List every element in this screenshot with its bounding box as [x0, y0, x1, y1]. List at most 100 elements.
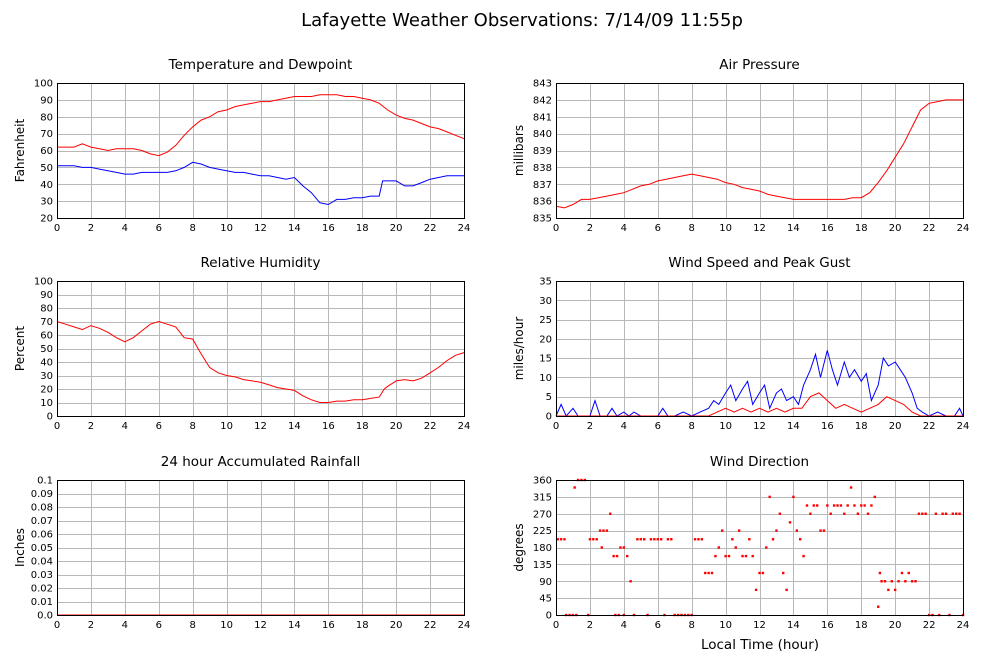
y-axis-label: Fahrenheit	[13, 118, 27, 182]
x-tick-label: 10	[220, 421, 233, 432]
y-tick-label: 80	[40, 304, 53, 315]
y-tick-label: 0.06	[31, 530, 53, 541]
x-tick-label: 4	[122, 223, 128, 234]
y-tick-label: 60	[40, 146, 53, 157]
y-tick-label: 0.0	[37, 611, 53, 622]
data-point	[944, 512, 948, 515]
y-axis-label: degrees	[512, 523, 526, 571]
data-point	[910, 580, 914, 583]
data-point	[900, 571, 904, 575]
data-point	[748, 538, 751, 541]
data-point	[921, 512, 924, 515]
data-point	[598, 529, 602, 532]
y-tick-label: 0.03	[31, 570, 53, 581]
data-point	[741, 554, 744, 558]
x-tick-label: 2	[88, 421, 94, 432]
x-tick-label: 14	[288, 620, 301, 631]
x-tick-label: 24	[458, 421, 471, 432]
data-point	[860, 504, 863, 507]
x-tick-label: 16	[322, 620, 335, 631]
series-line-1	[57, 161, 464, 206]
series-line-0	[56, 320, 465, 403]
data-point	[731, 538, 734, 541]
x-tick-label: 12	[753, 421, 766, 432]
data-point	[714, 554, 717, 558]
x-tick-label: 0	[553, 620, 559, 631]
y-tick-label: 0.08	[31, 503, 53, 514]
x-tick-label: 6	[156, 421, 162, 432]
data-point	[707, 571, 710, 575]
data-point	[788, 521, 792, 524]
y-tick-label: 0.07	[31, 516, 53, 527]
data-point	[951, 512, 955, 515]
data-point	[659, 538, 663, 541]
data-point	[649, 538, 653, 541]
x-tick-label: 4	[621, 421, 627, 432]
y-tick-label: 0.02	[31, 584, 53, 595]
y-tick-label: 30	[40, 371, 53, 382]
data-point	[600, 546, 603, 549]
data-point	[573, 486, 576, 489]
data-point	[563, 538, 566, 541]
x-tick-label: 14	[288, 223, 301, 234]
y-tick-label: 838	[533, 163, 552, 174]
x-tick-label: 22	[424, 421, 437, 432]
y-tick-label: 837	[533, 180, 552, 191]
plot-frame	[57, 480, 465, 616]
plot-frame	[556, 83, 964, 219]
data-point	[724, 554, 727, 558]
chart-title: Temperature and Dewpoint	[168, 57, 353, 73]
data-point	[846, 504, 849, 507]
data-point	[771, 538, 775, 541]
x-tick-label: 22	[923, 421, 936, 432]
x-tick-label: 6	[156, 223, 162, 234]
data-point	[612, 554, 615, 558]
y-tick-label: 0.1	[37, 476, 53, 487]
x-tick-label: 6	[156, 620, 162, 631]
data-point	[802, 554, 805, 558]
x-tick-label: 0	[553, 421, 559, 432]
data-point	[636, 538, 639, 541]
y-tick-label: 40	[40, 358, 53, 369]
x-tick-label: 22	[424, 620, 437, 631]
x-tick-label: 10	[220, 223, 233, 234]
y-tick-label: 225	[533, 526, 552, 537]
x-tick-label: 20	[390, 620, 403, 631]
y-tick-label: 840	[533, 129, 552, 140]
x-tick-label: 16	[821, 223, 834, 234]
x-tick-label: 8	[688, 421, 694, 432]
data-point	[605, 529, 609, 532]
x-tick-label: 24	[957, 223, 970, 234]
y-axis-label: millibars	[512, 125, 526, 176]
y-tick-label: 315	[533, 492, 552, 503]
x-tick-label: 8	[688, 620, 694, 631]
data-point	[826, 504, 829, 507]
x-tick-label: 4	[621, 620, 627, 631]
y-tick-label: 70	[40, 317, 53, 328]
y-tick-label: 100	[34, 79, 53, 90]
x-tick-label: 2	[88, 223, 94, 234]
y-tick-label: 836	[533, 197, 552, 208]
data-point	[880, 580, 883, 583]
x-tick-label: 10	[719, 620, 732, 631]
y-tick-label: 20	[40, 214, 53, 225]
y-tick-label: 80	[40, 112, 53, 123]
x-tick-label: 24	[957, 421, 970, 432]
data-point	[700, 538, 704, 541]
x-tick-label: 2	[587, 620, 593, 631]
x-tick-label: 20	[390, 421, 403, 432]
x-tick-label: 8	[688, 223, 694, 234]
x-tick-label: 6	[655, 620, 661, 631]
x-tick-label: 20	[889, 223, 902, 234]
data-point	[839, 504, 843, 507]
data-point	[629, 580, 632, 583]
data-point	[693, 538, 697, 541]
data-point	[853, 504, 856, 507]
data-point	[795, 529, 799, 532]
data-point	[758, 571, 761, 575]
chart-rainfall: 0 2 4 6 8 10 12 14 16 18 20 22 240.00.010.020.030.04…	[13, 454, 470, 631]
data-point	[653, 538, 656, 541]
data-point	[941, 512, 944, 515]
chart-humidity: 0 2 4 6 8 10 12 14 16 18 20 22 240102030405060708090…	[13, 255, 470, 432]
